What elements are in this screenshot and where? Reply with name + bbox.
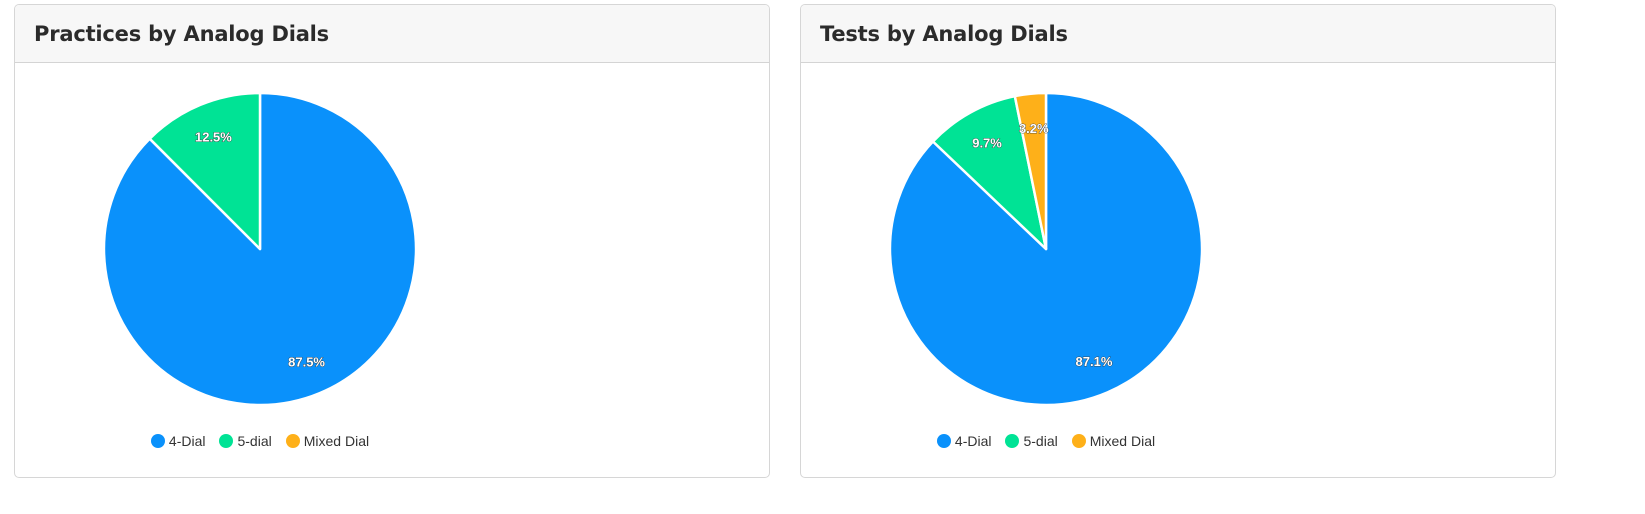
legend-label: 4-Dial — [168, 433, 206, 449]
legend-label: 4-Dial — [954, 433, 992, 449]
legend-label: Mixed Dial — [1089, 433, 1156, 449]
pie-slice-4-dial[interactable] — [102, 91, 418, 407]
pie-slice-5-dial[interactable] — [931, 94, 1048, 251]
data-label-5-dial: 9.7% — [972, 136, 1002, 151]
pie-slice-5-dial[interactable] — [148, 91, 262, 251]
card-body: 87.1% 9.7% 3.2% 4-Dial 5-dial Mixed Dial — [801, 63, 1555, 477]
legend-label: Mixed Dial — [303, 433, 370, 449]
legend-marker-icon — [1005, 434, 1020, 448]
pie-slice-mixed-dial[interactable] — [1013, 91, 1048, 251]
legend-marker-icon — [285, 434, 300, 448]
data-label-mixed-dial: 3.2% — [1019, 121, 1049, 136]
practices-chart-card: Practices by Analog Dials 87.5% 12.5% 4-D… — [14, 4, 770, 478]
legend-marker-icon — [219, 434, 234, 448]
tests-chart-title: Tests by Analog Dials — [820, 21, 1068, 46]
tests-pie-chart: 87.1% 9.7% 3.2% — [888, 91, 1204, 407]
legend-item-mixed-dial[interactable]: Mixed Dial — [285, 433, 370, 449]
tests-chart-card: Tests by Analog Dials 87.1% 9.7% 3.2% 4-Di… — [800, 4, 1556, 478]
legend-marker-icon — [150, 434, 165, 448]
legend-item-5-dial[interactable]: 5-dial — [1005, 433, 1058, 449]
legend-marker-icon — [1071, 434, 1086, 448]
tests-legend: 4-Dial 5-dial Mixed Dial — [801, 433, 1291, 449]
legend-item-5-dial[interactable]: 5-dial — [219, 433, 272, 449]
data-label-4-dial: 87.5% — [288, 354, 325, 369]
data-label-4-dial: 87.1% — [1076, 354, 1113, 369]
data-label-5-dial: 12.5% — [195, 130, 232, 145]
legend-label: 5-dial — [237, 433, 272, 449]
legend-marker-icon — [936, 434, 951, 448]
legend-label: 5-dial — [1023, 433, 1058, 449]
legend-item-mixed-dial[interactable]: Mixed Dial — [1071, 433, 1156, 449]
card-header: Practices by Analog Dials — [15, 5, 769, 63]
practices-pie-chart: 87.5% 12.5% — [102, 91, 418, 407]
legend-item-4-dial[interactable]: 4-Dial — [936, 433, 992, 449]
card-body: 87.5% 12.5% 4-Dial 5-dial Mixed Dial — [15, 63, 769, 477]
practices-chart-title: Practices by Analog Dials — [34, 21, 329, 46]
card-header: Tests by Analog Dials — [801, 5, 1555, 63]
legend-item-4-dial[interactable]: 4-Dial — [150, 433, 206, 449]
practices-legend: 4-Dial 5-dial Mixed Dial — [15, 433, 505, 449]
